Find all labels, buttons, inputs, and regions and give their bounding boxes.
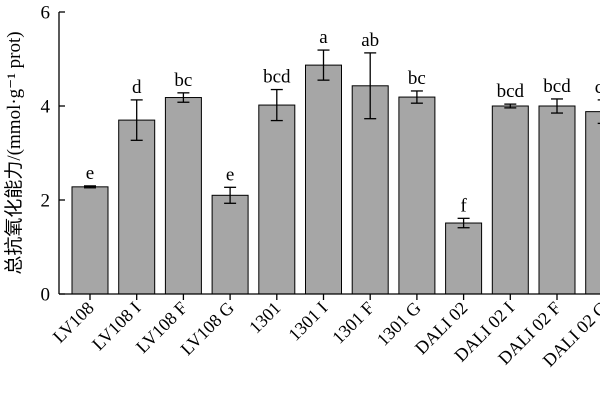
- bar: [491, 105, 529, 295]
- significance-label: f: [460, 195, 467, 216]
- bar: [211, 194, 249, 295]
- y-tick-label: 0: [41, 285, 51, 306]
- bar: [538, 105, 576, 295]
- significance-label: d: [132, 77, 142, 98]
- x-tick-label: 1301: [245, 298, 285, 338]
- significance-label: cd: [595, 77, 600, 98]
- significance-label: e: [226, 164, 234, 185]
- bar: [118, 119, 156, 295]
- y-tick-label: 2: [41, 191, 51, 212]
- error-bars-group: [84, 49, 600, 229]
- significance-label: ab: [361, 30, 379, 51]
- bar: [71, 186, 109, 295]
- y-tick-label: 6: [41, 3, 51, 24]
- bar: [445, 222, 483, 295]
- significance-label: bc: [408, 68, 426, 89]
- x-tick-label: 1301 I: [284, 298, 331, 345]
- y-axis-label: 总抗氧化能力/(mmol·g⁻¹ prot): [3, 31, 25, 274]
- bar: [305, 64, 342, 295]
- significance-label: bcd: [263, 67, 291, 88]
- y-tick-label: 4: [41, 97, 51, 118]
- bar: [585, 111, 600, 295]
- significance-label: a: [319, 27, 328, 48]
- x-tick-label: 1301 F: [328, 298, 378, 348]
- bars-group: [71, 64, 600, 295]
- bar: [164, 97, 202, 295]
- significance-labels-group: edbcebcdaabbcfbcdbcdcd: [86, 27, 600, 216]
- significance-label: bc: [174, 70, 192, 91]
- y-ticks-group: 0 2 4 6: [41, 3, 65, 306]
- bar: [398, 96, 436, 295]
- significance-label: e: [86, 163, 94, 184]
- significance-label: bcd: [497, 81, 525, 102]
- significance-label: bcd: [543, 76, 571, 97]
- bar: [258, 104, 296, 295]
